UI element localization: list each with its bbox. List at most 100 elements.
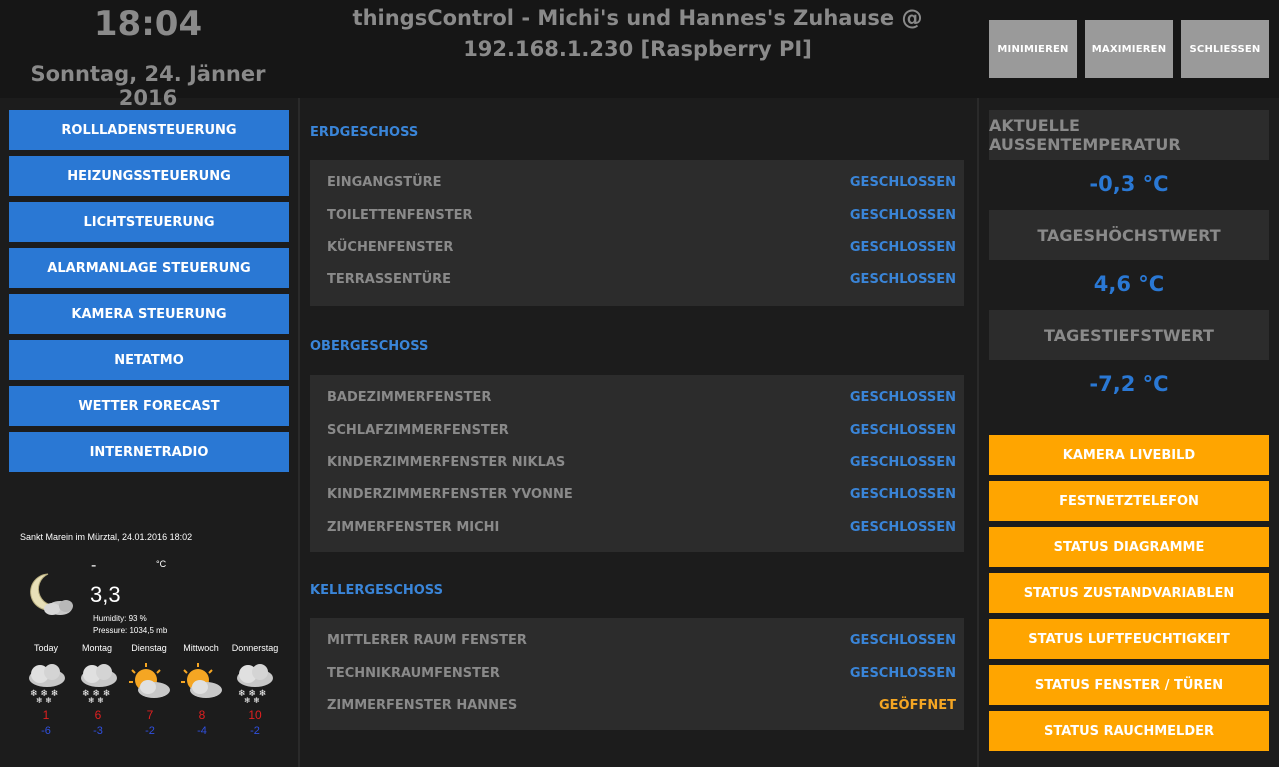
forecast-high: 10 [248, 708, 262, 722]
row-status: GESCHLOSSEN [849, 633, 956, 648]
forecast-low: -6 [41, 725, 51, 737]
list-item: MITTLERER RAUM FENSTER GESCHLOSSEN [327, 633, 956, 653]
app-title-line2: 192.168.1.230 [Raspberry PI] [463, 37, 812, 61]
min-temp-label: TAGESTIEFSTWERT [989, 310, 1269, 360]
status-rauchmelder-button[interactable]: STATUS RAUCHMELDER [989, 711, 1269, 751]
list-item: TECHNIKRAUMFENSTER GESCHLOSSEN [327, 666, 956, 686]
row-label: ZIMMERFENSTER MICHI [327, 520, 500, 535]
current-pressure: Pressure: 1034,5 mb [93, 626, 168, 635]
row-status: GESCHLOSSEN [849, 272, 956, 287]
snow-cloud-icon: ❄ ❄ ❄ ❄ ❄ [22, 660, 72, 705]
forecast-low: -3 [93, 725, 103, 737]
panel-erdgeschoss: EINGANGSTÜRE GESCHLOSSEN TOILETTENFENSTE… [310, 160, 964, 306]
forecast-day-label: Dienstag [131, 643, 167, 653]
row-label: KINDERZIMMERFENSTER YVONNE [327, 487, 573, 502]
app-title-line1: thingsControl - Michi's und Hannes's Zuh… [352, 6, 923, 30]
nav-rollladen-button[interactable]: ROLLLADENSTEUERUNG [9, 110, 289, 150]
current-unit: °C [156, 559, 167, 569]
nav-alarmanlage-button[interactable]: ALARMANLAGE STEUERUNG [9, 248, 289, 288]
row-status: GESCHLOSSEN [849, 423, 956, 438]
list-item: KINDERZIMMERFENSTER YVONNE GESCHLOSSEN [327, 487, 956, 507]
row-status: GESCHLOSSEN [849, 175, 956, 190]
svg-text:❄ ❄: ❄ ❄ [36, 696, 52, 704]
list-item: ZIMMERFENSTER HANNES GEÖFFNET [327, 698, 956, 718]
date-display: Sonntag, 24. Jänner 2016 [30, 62, 266, 110]
list-item: KÜCHENFENSTER GESCHLOSSEN [327, 240, 956, 260]
forecast-high: 8 [198, 708, 206, 722]
max-temp-label: TAGESHÖCHSTWERT [989, 210, 1269, 260]
forecast-high: 7 [146, 708, 154, 722]
row-label: KINDERZIMMERFENSTER NIKLAS [327, 455, 566, 470]
nav-kamera-button[interactable]: KAMERA STEUERUNG [9, 294, 289, 334]
nav-internetradio-button[interactable]: INTERNETRADIO [9, 432, 289, 472]
current-dash: - [91, 557, 97, 574]
row-status: GESCHLOSSEN [849, 666, 956, 681]
minimize-button[interactable]: MINIMIEREN [989, 20, 1077, 78]
snow-cloud-icon: ❄ ❄ ❄ ❄ ❄ [74, 660, 124, 705]
list-item: TOILETTENFENSTER GESCHLOSSEN [327, 208, 956, 228]
list-item: BADEZIMMERFENSTER GESCHLOSSEN [327, 390, 956, 410]
row-status: GESCHLOSSEN [849, 487, 956, 502]
forecast-low: -2 [145, 725, 155, 737]
nav-wetter-button[interactable]: WETTER FORECAST [9, 386, 289, 426]
sun-cloud-icon [126, 660, 176, 704]
svg-text:❄ ❄ ❄: ❄ ❄ ❄ [238, 689, 266, 699]
panel-obergeschoss: BADEZIMMERFENSTER GESCHLOSSEN SCHLAFZIMM… [310, 375, 964, 552]
maximize-button[interactable]: MAXIMIEREN [1085, 20, 1173, 78]
section-title-erdgeschoss: ERDGESCHOSS [310, 125, 419, 140]
svg-text:❄ ❄: ❄ ❄ [244, 696, 260, 704]
row-label: TOILETTENFENSTER [327, 208, 473, 223]
forecast-day-label: Today [33, 643, 59, 653]
app-title: thingsControl - Michi's und Hannes's Zuh… [330, 3, 945, 65]
snow-cloud-icon: ❄ ❄ ❄ ❄ ❄ [230, 660, 280, 705]
panel-kellergeschoss: MITTLERER RAUM FENSTER GESCHLOSSEN TECHN… [310, 618, 964, 730]
row-label: KÜCHENFENSTER [327, 240, 454, 255]
svg-text:❄ ❄ ❄: ❄ ❄ ❄ [82, 689, 110, 699]
section-title-kellergeschoss: KELLERGESCHOSS [310, 583, 443, 598]
moon-cloud-icon [26, 570, 78, 618]
row-label: SCHLAFZIMMERFENSTER [327, 423, 509, 438]
svg-text:❄ ❄ ❄: ❄ ❄ ❄ [30, 689, 58, 699]
status-zustandvariablen-button[interactable]: STATUS ZUSTANDVARIABLEN [989, 573, 1269, 613]
current-temperature: 3,3 [90, 582, 121, 607]
sun-cloud-icon [178, 660, 228, 704]
forecast-high: 1 [42, 708, 50, 722]
list-item: EINGANGSTÜRE GESCHLOSSEN [327, 175, 956, 195]
nav-netatmo-button[interactable]: NETATMO [9, 340, 289, 380]
weather-location: Sankt Marein im Mürztal, 24.01.2016 18:0… [20, 532, 193, 542]
list-item: ZIMMERFENSTER MICHI GESCHLOSSEN [327, 520, 956, 540]
clock: 18:04 [93, 4, 203, 44]
forecast-day-label: Mittwoch [183, 643, 219, 653]
forecast-low: -4 [197, 725, 207, 737]
forecast-day-label: Donnerstag [231, 643, 279, 653]
list-item: KINDERZIMMERFENSTER NIKLAS GESCHLOSSEN [327, 455, 956, 475]
row-status-open: GEÖFFNET [879, 698, 956, 713]
status-fenster-tueren-button[interactable]: STATUS FENSTER / TÜREN [989, 665, 1269, 705]
outside-temp-value: -0,3 °C [1089, 172, 1169, 196]
outside-temp-label: AKTUELLE AUSSENTEMPERATUR [989, 110, 1269, 160]
current-humidity: Humidity: 93 % [93, 614, 147, 623]
row-label: ZIMMERFENSTER HANNES [327, 698, 518, 713]
max-temp-value: 4,6 °C [1093, 272, 1165, 296]
row-label: BADEZIMMERFENSTER [327, 390, 492, 405]
festnetztelefon-button[interactable]: FESTNETZTELEFON [989, 481, 1269, 521]
forecast-day-label: Montag [81, 643, 113, 653]
row-label: TERRASSENTÜRE [327, 272, 452, 287]
list-item: TERRASSENTÜRE GESCHLOSSEN [327, 272, 956, 292]
row-status: GESCHLOSSEN [849, 208, 956, 223]
row-status: GESCHLOSSEN [849, 390, 956, 405]
row-label: EINGANGSTÜRE [327, 175, 442, 190]
nav-heizung-button[interactable]: HEIZUNGSSTEUERUNG [9, 156, 289, 196]
row-status: GESCHLOSSEN [849, 240, 956, 255]
divider-left [298, 98, 300, 767]
row-status: GESCHLOSSEN [849, 520, 956, 535]
divider-right [977, 98, 979, 767]
nav-licht-button[interactable]: LICHTSTEUERUNG [9, 202, 289, 242]
min-temp-value: -7,2 °C [1089, 372, 1169, 396]
row-label: TECHNIKRAUMFENSTER [327, 666, 500, 681]
close-button[interactable]: SCHLIESSEN [1181, 20, 1269, 78]
kamera-livebild-button[interactable]: KAMERA LIVEBILD [989, 435, 1269, 475]
forecast-high: 6 [94, 708, 102, 722]
status-diagramme-button[interactable]: STATUS DIAGRAMME [989, 527, 1269, 567]
status-luftfeuchtigkeit-button[interactable]: STATUS LUFTFEUCHTIGKEIT [989, 619, 1269, 659]
